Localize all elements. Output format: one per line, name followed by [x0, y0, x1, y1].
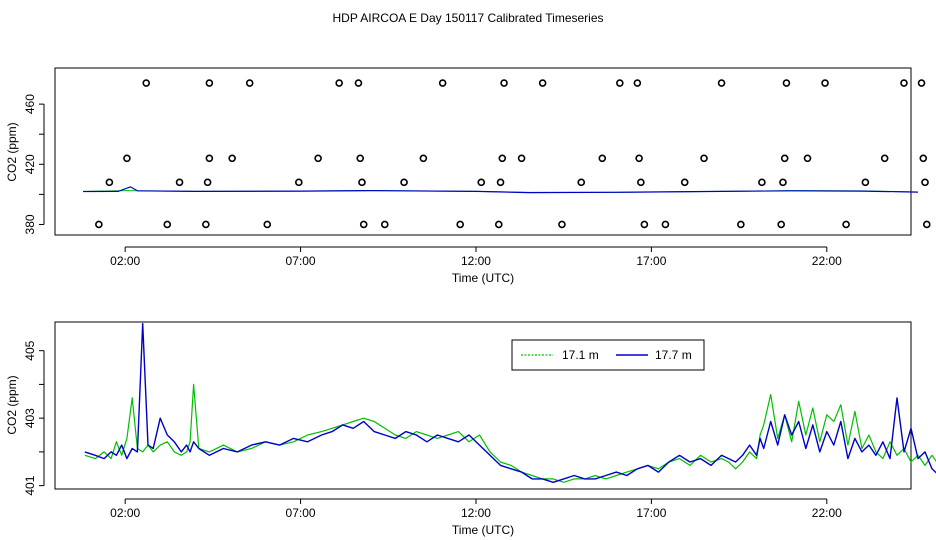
scatter-point [577, 178, 586, 187]
scatter-point [880, 154, 889, 163]
bottom-y-axis: 401 403 405 [23, 340, 45, 496]
top-chart: 380 420 460 02:00 07:00 12:00 17:00 22:00 Time… [5, 67, 931, 285]
scatter-point [635, 154, 643, 163]
scatter-point [640, 220, 649, 229]
scatter-point [616, 79, 624, 87]
scatter-point [400, 178, 408, 187]
scatter-point [919, 154, 928, 163]
scatter-point [494, 220, 503, 229]
scatter-point [95, 220, 103, 229]
scatter-point [438, 79, 447, 87]
scatter-point [637, 178, 645, 187]
scatter-point [419, 154, 428, 163]
scatter-point [661, 220, 670, 229]
top-y-axis-label: CO2 (ppm) [5, 122, 19, 181]
bottom-plot-frame [54, 321, 912, 490]
legend-label-17-7: 17.7 m [655, 348, 692, 362]
bottom-x-tick-label: 12:00 [461, 506, 491, 520]
bottom-x-tick-label: 07:00 [286, 506, 316, 520]
top-y-tick-label: 420 [23, 154, 37, 174]
scatter-point [922, 220, 931, 229]
scatter-point [142, 79, 151, 87]
bottom-series-17-1-line [84, 383, 936, 483]
scatter-point [359, 220, 368, 229]
top-y-axis: 380 420 460 [23, 94, 45, 234]
scatter-point [821, 79, 829, 87]
scatter-point [558, 220, 566, 229]
scatter-point [500, 79, 508, 87]
scatter-point [205, 79, 214, 87]
scatter-point [295, 178, 303, 187]
scatter-point [538, 79, 547, 87]
bottom-x-axis: 02:00 07:00 12:00 17:00 22:00 [110, 498, 842, 520]
scatter-point [777, 220, 785, 229]
legend-label-17-1: 17.1 m [562, 348, 599, 362]
scatter-point [175, 178, 184, 187]
scatter-point [263, 220, 272, 229]
scatter-point [245, 79, 254, 87]
bottom-x-tick-label: 22:00 [812, 506, 842, 520]
scatter-point [380, 220, 389, 229]
scatter-point [737, 220, 745, 229]
scatter-point [202, 220, 210, 229]
scatter-point [842, 220, 850, 229]
scatter-point [163, 220, 172, 229]
scatter-point [105, 178, 114, 187]
scatter-point [496, 178, 505, 187]
scatter-point [900, 79, 908, 87]
top-x-tick-label: 22:00 [812, 254, 842, 268]
scatter-point [598, 154, 607, 163]
top-x-tick-label: 02:00 [110, 254, 140, 268]
bottom-x-axis-label: Time (UTC) [452, 523, 514, 537]
scatter-point [358, 178, 366, 187]
scatter-point [680, 178, 689, 187]
scatter-point [314, 154, 322, 163]
scatter-point [779, 178, 787, 187]
scatter-point [228, 154, 236, 163]
scatter-point [782, 79, 791, 87]
bottom-x-tick-label: 17:00 [636, 506, 666, 520]
scatter-point [803, 154, 812, 163]
top-x-axis-label: Time (UTC) [452, 271, 514, 285]
top-y-tick-label: 460 [23, 94, 37, 114]
bottom-y-tick-label: 403 [23, 408, 37, 428]
top-x-axis: 02:00 07:00 12:00 17:00 22:00 [110, 246, 842, 268]
top-series-17-7-line [83, 186, 919, 194]
legend: 17.1 m 17.7 m [511, 339, 705, 371]
scatter-point [633, 79, 642, 87]
scatter-point [456, 220, 464, 229]
figure-title: HDP AIRCOA E Day 150117 Calibrated Times… [332, 11, 603, 25]
scatter-point [917, 79, 926, 87]
scatter-point [335, 79, 343, 87]
scatter-point [354, 79, 363, 87]
top-plot-frame [54, 67, 912, 236]
top-x-tick-label: 07:00 [286, 254, 316, 268]
top-series-lines [83, 186, 919, 194]
scatter-point [861, 178, 870, 187]
scatter-point [356, 154, 365, 163]
bottom-series-lines [84, 323, 936, 483]
scatter-point [477, 178, 486, 187]
scatter-point [123, 154, 131, 163]
top-x-tick-label: 17:00 [636, 254, 666, 268]
scatter-point [517, 154, 526, 163]
bottom-x-tick-label: 02:00 [110, 506, 140, 520]
scatter-point [758, 178, 766, 187]
bottom-y-tick-label: 401 [23, 475, 37, 495]
scatter-point [498, 154, 507, 163]
scatter-point [203, 178, 212, 187]
bottom-chart: 401 403 405 02:00 07:00 12:00 17:00 22:00 Time… [5, 321, 936, 537]
scatter-point [205, 154, 214, 163]
scatter-point [780, 154, 789, 163]
top-x-tick-label: 12:00 [461, 254, 491, 268]
scatter-point [717, 79, 726, 87]
scatter-point [921, 178, 929, 187]
top-scatter-points [95, 79, 931, 229]
top-y-tick-label: 380 [23, 214, 37, 234]
bottom-y-tick-label: 405 [23, 340, 37, 360]
bottom-y-axis-label: CO2 (ppm) [5, 375, 19, 434]
scatter-point [700, 154, 708, 163]
bottom-series-17-7-line [84, 323, 936, 483]
